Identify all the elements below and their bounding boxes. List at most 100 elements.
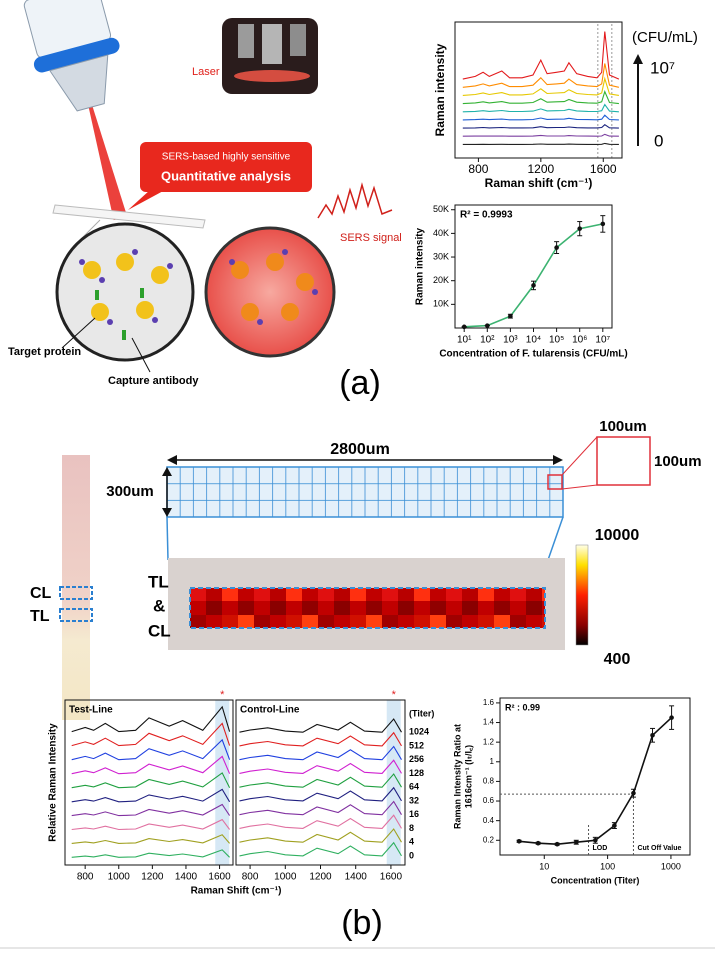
x-tick-label: 1400	[345, 872, 368, 883]
scale-label: 10⁷	[650, 58, 675, 77]
series-line	[462, 124, 619, 129]
zoom-circle	[204, 226, 336, 358]
callout-text: Quantitative analysis	[161, 168, 291, 183]
x-tick-label: 10³	[503, 335, 518, 346]
y-tick-label: 1.6	[483, 698, 495, 707]
plot-frame	[499, 697, 691, 856]
y-axis-label: Raman Intensity Ratio at	[452, 724, 462, 829]
y-tick-label: 0.2	[483, 835, 495, 844]
series-line	[71, 722, 231, 747]
series-line	[239, 800, 402, 816]
zoom-line	[547, 516, 564, 561]
data-point	[573, 839, 579, 845]
legend-label: 512	[409, 740, 424, 750]
label: CL	[148, 621, 171, 640]
x-tick-label: 1400	[175, 872, 198, 883]
plot-frame	[454, 21, 623, 159]
series-line	[71, 803, 231, 817]
cutoff-label: Cut Off Value	[637, 845, 681, 852]
series-line	[462, 63, 620, 88]
callout-pointer	[128, 190, 165, 210]
panel-title: Test-Line	[69, 705, 113, 716]
pixel-zoom	[596, 436, 651, 486]
series-line	[239, 786, 402, 802]
x-tick-label: 1600	[590, 162, 617, 176]
cl-box	[59, 586, 93, 600]
x-tick-label: 800	[468, 162, 488, 176]
series-line	[71, 818, 231, 831]
data-point	[650, 732, 655, 738]
x-tick-label: 10²	[480, 335, 495, 346]
data-point	[516, 838, 522, 844]
legend-label: 256	[409, 754, 424, 764]
label: CL	[30, 585, 52, 602]
zoom-circle	[55, 222, 195, 362]
data-point	[577, 226, 583, 231]
x-axis-label: Concentration (Titer)	[551, 875, 640, 885]
label: TL	[148, 572, 169, 591]
x-tick-label: 1000	[661, 861, 681, 871]
panel-label: (a)	[339, 364, 381, 402]
x-tick-label: 10⁴	[526, 335, 541, 346]
arrowhead	[162, 508, 172, 517]
series-line	[462, 90, 619, 105]
legend-label: 8	[409, 823, 414, 833]
label: SERS signal	[340, 232, 402, 244]
y-tick-label: 40K	[433, 228, 449, 238]
series-line	[462, 31, 620, 80]
arrowhead	[633, 54, 643, 64]
series-line	[239, 773, 402, 788]
y-axis-label: Raman intensity	[433, 43, 447, 136]
label: Capture antibody	[108, 375, 199, 387]
fit-line	[519, 717, 673, 846]
legend-label: 1024	[409, 727, 429, 737]
legend-label: 64	[409, 782, 419, 792]
data-point	[554, 245, 559, 250]
callout-text: SERS-based highly sensitive	[162, 152, 291, 163]
colorbar	[575, 544, 589, 646]
legend-title: (Titer)	[409, 708, 434, 718]
pixel-box	[547, 474, 563, 490]
label: 400	[604, 651, 631, 668]
series-line	[71, 772, 231, 789]
heatmap-outline	[189, 587, 546, 629]
legend-label: 4	[409, 837, 414, 847]
label: 2800um	[330, 441, 390, 458]
x-tick-label: 1600	[380, 872, 403, 883]
data-point	[554, 841, 560, 847]
x-tick-label: 10⁷	[595, 335, 610, 346]
label: 10000	[595, 527, 640, 544]
y-tick-label: 20K	[433, 275, 449, 285]
series-line	[462, 103, 619, 113]
y-tick-label: 0.8	[483, 777, 495, 786]
legend-label: 0	[409, 850, 414, 860]
label: 300um	[106, 483, 154, 500]
series-line	[462, 114, 619, 121]
label: Target protein	[8, 346, 81, 358]
annotation: R² : 0.99	[505, 702, 540, 712]
x-axis-label: Concentration of F. tularensis (CFU/mL)	[439, 349, 627, 360]
series-line	[239, 841, 402, 857]
series-line	[239, 814, 402, 829]
legend-label: 128	[409, 768, 424, 778]
y-tick-label: 1.2	[483, 737, 495, 746]
y-tick-label: 1.4	[483, 718, 495, 727]
zoom-line	[561, 484, 598, 490]
plot-frame	[235, 699, 406, 866]
molecules	[79, 249, 318, 340]
arrowhead	[553, 455, 563, 465]
fit-line	[464, 223, 603, 328]
label: &	[153, 596, 165, 615]
data-point	[531, 283, 536, 288]
arrowhead	[162, 467, 172, 476]
tl-box	[59, 608, 93, 622]
heatmap	[190, 588, 545, 628]
data-point	[461, 324, 467, 330]
label: 100um	[654, 453, 702, 470]
x-tick-label: 10¹	[457, 335, 472, 346]
scan-grid	[166, 466, 564, 518]
series-line	[239, 718, 402, 733]
lod-label: LOD	[593, 845, 608, 852]
series-line	[462, 133, 619, 137]
zoom-line	[166, 516, 169, 561]
